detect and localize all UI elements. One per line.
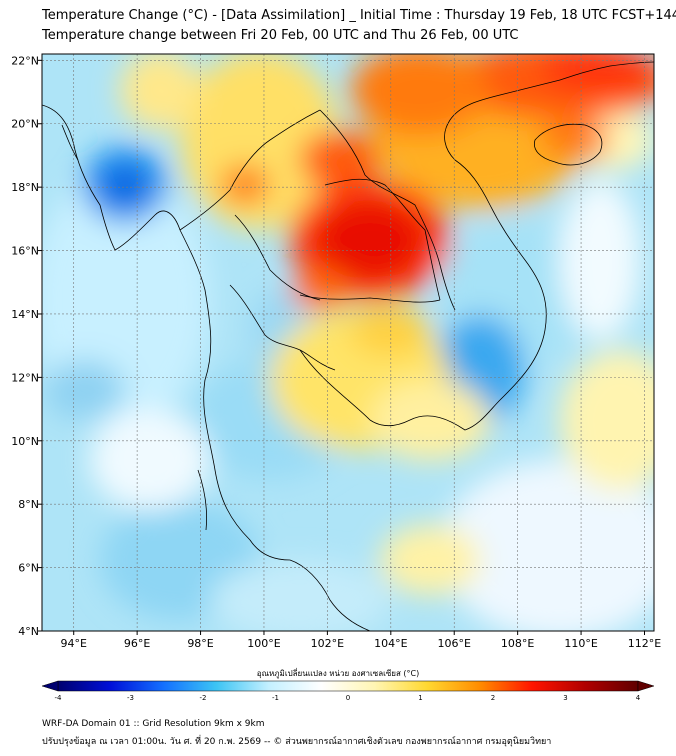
y-tick-label: 14°N [11,308,39,321]
credit-line: ปรับปรุงข้อมูล ณ เวลา 01:00น. วัน ศ. ที่… [42,737,552,747]
latitude-axis: 22°N 20°N 18°N 16°N 14°N 12°N 10°N 8°N 6°N 4°N [11,54,42,638]
y-tick-label: 16°N [11,245,39,258]
y-tick-label: 20°N [11,118,39,131]
x-tick-label: 106°E [438,637,471,650]
map-frame [41,53,655,632]
colorbar-bar [57,680,639,692]
x-tick-label: 110°E [564,637,597,650]
colorbar-tick-label: -1 [272,694,279,702]
y-tick-label: 22°N [11,54,39,67]
y-tick-label: 12°N [11,371,39,384]
x-tick-label: 112°E [628,637,661,650]
x-tick-label: 108°E [501,637,534,650]
colorbar-tick-label: -4 [55,694,63,702]
y-tick-label: 8°N [18,498,39,511]
model-info: WRF-DA Domain 01 :: Grid Resolution 9km … [42,719,265,729]
x-tick-label: 104°E [374,637,407,650]
map-title: Temperature Change (°C) - [Data Assimila… [42,8,676,23]
colorbar-tick-label: 1 [418,694,422,702]
y-tick-label: 4°N [18,625,39,638]
colorbar-tick-label: 0 [346,694,350,702]
colorbar-tick-label: -2 [200,694,207,702]
y-tick-label: 18°N [11,181,39,194]
colorbar: -4 -3 -2 -1 0 1 2 3 4 [41,680,655,702]
colorbar-max-extend [637,680,655,692]
colorbar-min-extend [41,680,59,692]
colorbar-tick-label: 3 [563,694,567,702]
x-tick-label: 100°E [247,637,280,650]
y-tick-label: 6°N [18,562,39,575]
colorbar-tick-label: 4 [636,694,641,702]
x-tick-label: 102°E [311,637,344,650]
x-tick-label: 98°E [187,637,213,650]
longitude-axis: 94°E 96°E 98°E 100°E 102°E 104°E 106°E 108°E 110… [60,631,661,650]
y-tick-label: 10°N [11,435,39,448]
coastlines-and-borders [42,61,654,631]
x-tick-label: 94°E [60,637,86,650]
colorbar-tick-label: 2 [491,694,495,702]
temperature-field [42,54,654,631]
colorbar-tick-label: -3 [127,694,134,702]
colorbar-title: อุณหภูมิเปลี่ยนแปลง หน่วย องศาเซลเซียส (… [256,669,420,678]
x-tick-label: 96°E [124,637,150,650]
map-gridlines [42,54,654,631]
map-subtitle: Temperature change between Fri 20 Feb, 0… [42,28,519,43]
